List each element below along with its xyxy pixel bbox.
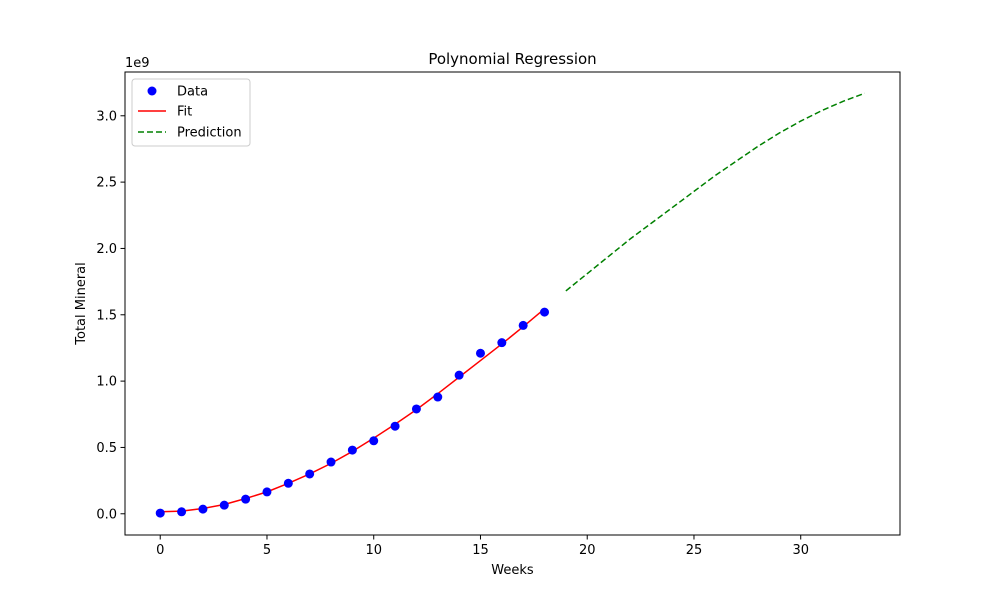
x-axis-label: Weeks: [491, 563, 534, 578]
plot-area: [125, 72, 900, 535]
x-tick-label: 25: [686, 543, 703, 558]
legend-box: [131, 78, 251, 147]
data-point-data: [326, 457, 336, 467]
x-tick-label: 15: [472, 543, 489, 558]
data-point-data: [433, 392, 443, 402]
x-tick-label: 5: [263, 543, 271, 558]
data-point-data: [241, 494, 251, 504]
y-axis-offset-label: 1e9: [125, 56, 150, 71]
series-line-prediction: [565, 92, 866, 292]
data-point-data: [518, 320, 528, 330]
y-tick-label: 2.5: [96, 176, 117, 191]
y-tick-label: 1.0: [96, 375, 117, 390]
legend-marker-data: [147, 86, 157, 96]
chart-title: Polynomial Regression: [428, 50, 596, 68]
data-point-data: [390, 421, 400, 431]
data-point-data: [369, 436, 379, 446]
y-tick-label: 1.5: [96, 308, 117, 323]
data-point-data: [219, 500, 229, 510]
x-tick-label: 30: [792, 543, 809, 558]
y-axis-label: Total Mineral: [74, 262, 89, 345]
data-point-data: [198, 504, 208, 514]
data-point-data: [540, 307, 550, 317]
x-tick-label: 20: [579, 543, 596, 558]
y-tick-label: 0.5: [96, 441, 117, 456]
data-point-data: [283, 478, 293, 488]
x-axis-ticks: 0 5 10 15 20 25 30: [156, 535, 809, 558]
legend-label-data: Data: [177, 85, 208, 100]
y-axis-ticks: 0.0 0.5 1.0 1.5 2.0 2.5 3.0: [96, 109, 125, 522]
data-point-data: [347, 445, 357, 455]
data-point-data: [262, 487, 272, 497]
y-tick-label: 2.0: [96, 242, 117, 257]
data-point-data: [155, 508, 165, 518]
legend-label-fit: Fit: [177, 105, 192, 120]
data-point-data: [475, 348, 485, 358]
data-point-data: [497, 338, 507, 348]
x-tick-label: 0: [156, 543, 164, 558]
data-point-data: [411, 404, 421, 414]
data-point-data: [454, 370, 464, 380]
plot-frame: [124, 71, 901, 536]
legend: Data Fit Prediction: [131, 78, 251, 147]
series-layer: [155, 92, 866, 518]
x-tick-label: 10: [365, 543, 382, 558]
legend-label-prediction: Prediction: [177, 126, 242, 141]
y-tick-label: 3.0: [96, 109, 117, 124]
y-tick-label: 0.0: [96, 507, 117, 522]
data-point-data: [305, 469, 315, 479]
data-point-data: [177, 507, 187, 517]
